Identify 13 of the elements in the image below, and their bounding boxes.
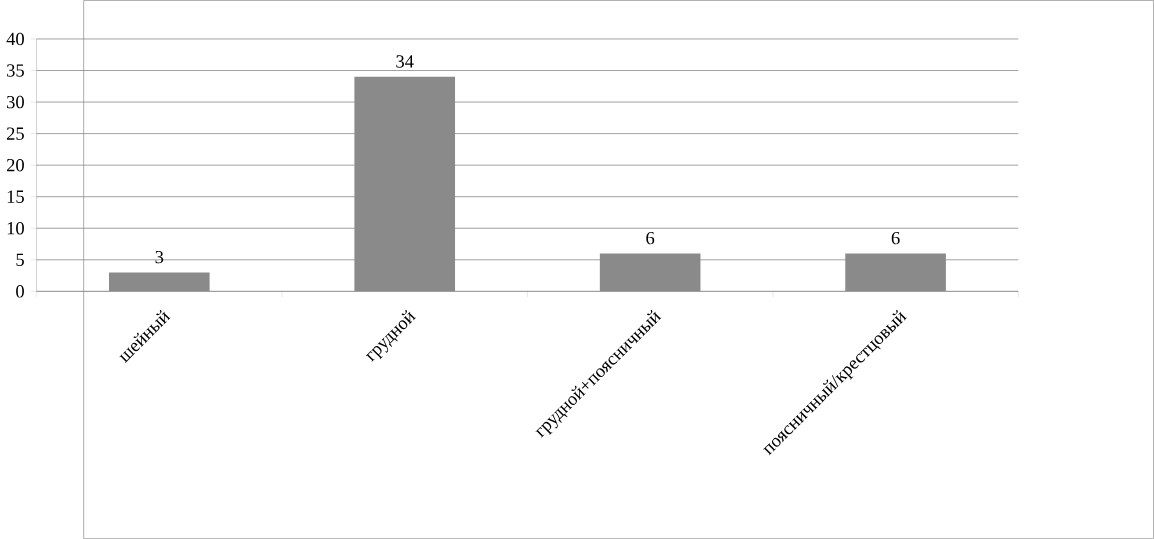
- y-tick-label: 0: [16, 285, 24, 298]
- data-label: 34: [396, 55, 414, 68]
- data-label: 6: [646, 231, 655, 245]
- y-tick-label: 40: [6, 32, 24, 46]
- data-label: 3: [155, 250, 164, 264]
- y-tick-label: 20: [6, 158, 24, 172]
- y-tick-label: 30: [7, 95, 24, 109]
- y-tick-label: 15: [7, 190, 24, 203]
- y-tick-label: 5: [16, 253, 24, 266]
- y-tick-label: 25: [6, 127, 24, 140]
- y-tick-label: 10: [7, 221, 24, 235]
- data-label: 6: [891, 231, 900, 245]
- y-tick-label: 35: [7, 64, 24, 77]
